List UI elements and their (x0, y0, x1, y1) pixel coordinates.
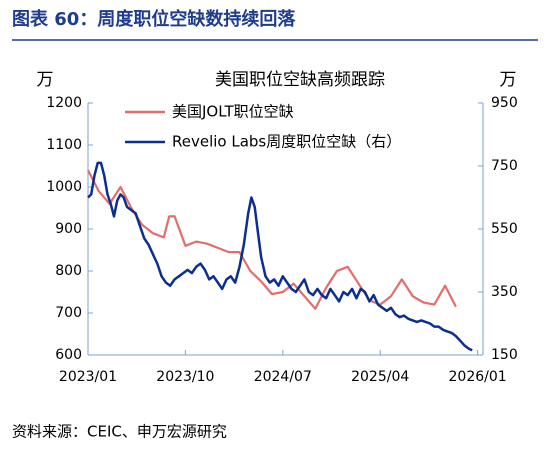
header-title: 图表 60：周度职位空缺数持续回落 (12, 8, 296, 30)
y-tick-label: 900 (55, 221, 82, 237)
x-tick-label: 2023/01 (59, 369, 117, 385)
legend-label: 美国JOLT职位空缺 (172, 103, 294, 121)
y2-tick-label: 750 (491, 158, 518, 174)
y-tick-label: 1000 (46, 179, 82, 195)
y2-unit: 万 (500, 70, 517, 90)
y-tick-label: 700 (55, 305, 82, 321)
y-tick-label: 1100 (46, 137, 82, 153)
y-unit: 万 (37, 70, 54, 90)
x-tick-label: 2023/10 (156, 369, 214, 385)
chart-title: 美国职位空缺高频跟踪 (215, 70, 385, 90)
source-note: 资料来源：CEIC、申万宏源研究 (12, 423, 227, 441)
x-tick-label: 2025/04 (351, 369, 409, 385)
y-tick-label: 600 (55, 347, 82, 363)
series-line (87, 169, 457, 310)
y-tick-label: 800 (55, 263, 82, 279)
y2-tick-label: 150 (491, 347, 518, 363)
legend-label: Revelio Labs周度职位空缺（右） (172, 133, 401, 151)
y2-tick-label: 550 (491, 221, 518, 237)
y2-tick-label: 950 (491, 95, 518, 111)
y2-tick-label: 350 (491, 284, 518, 300)
series-line (87, 161, 473, 352)
x-tick-label: 2024/07 (254, 369, 312, 385)
y-tick-label: 1200 (46, 95, 82, 111)
x-tick-label: 2026/01 (449, 369, 507, 385)
